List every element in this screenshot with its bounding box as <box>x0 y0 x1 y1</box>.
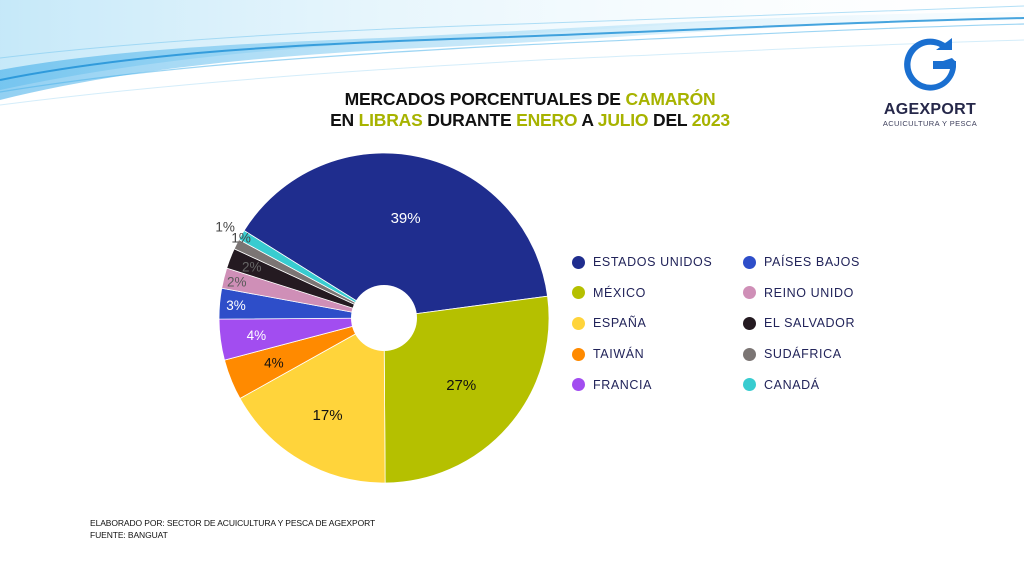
footer-source: FUENTE: BANGUAT <box>90 530 168 540</box>
legend-item: ESTADOS UNIDOS <box>572 255 712 269</box>
legend-item: CANADÁ <box>743 378 820 392</box>
legend-swatch <box>572 286 585 300</box>
legend-label: FRANCIA <box>593 377 653 392</box>
chart-title-line-2: EN LIBRAS DURANTE ENERO A JULIO DEL 2023 <box>300 110 760 131</box>
pie-data-label: 3% <box>226 298 246 313</box>
legend-swatch <box>572 255 585 269</box>
logo-tagline: ACUICULTURA Y PESCA <box>882 119 978 128</box>
legend-item: REINO UNIDO <box>743 286 854 300</box>
pie-data-label: 39% <box>391 210 421 227</box>
pie-data-label: 17% <box>313 407 343 424</box>
legend-swatch <box>743 316 756 330</box>
title-part: EN <box>330 110 359 130</box>
title-highlight: LIBRAS <box>358 110 423 130</box>
legend-swatch <box>743 347 756 361</box>
pie-data-label: 4% <box>264 356 284 371</box>
chart-title: MERCADOS PORCENTUALES DE CAMARÓN EN LIBR… <box>300 89 760 131</box>
legend-item: FRANCIA <box>572 378 652 392</box>
legend-swatch <box>743 255 756 269</box>
legend-label: REINO UNIDO <box>764 285 854 300</box>
pie-data-label: 1% <box>215 220 235 235</box>
pie-slice <box>243 152 549 319</box>
legend-swatch <box>743 378 756 392</box>
header-wave-decoration <box>0 0 1024 106</box>
legend-item: TAIWÁN <box>572 347 644 361</box>
legend-item: EL SALVADOR <box>743 316 855 330</box>
title-highlight: 2023 <box>691 110 730 130</box>
legend-label: TAIWÁN <box>593 347 645 362</box>
footer: ELABORADO POR: SECTOR DE ACUICULTURA Y P… <box>90 517 375 541</box>
pie-slice <box>239 317 386 484</box>
legend-item: PAÍSES BAJOS <box>743 255 860 269</box>
pie-data-label: 27% <box>446 377 476 394</box>
pie-center-hole <box>351 285 417 351</box>
legend-item: ESPAÑA <box>572 316 646 330</box>
legend-label: CANADÁ <box>764 377 820 392</box>
title-part: DEL <box>648 110 692 130</box>
legend-label: ESPAÑA <box>593 316 647 331</box>
chart-title-line-1: MERCADOS PORCENTUALES DE CAMARÓN <box>300 89 760 110</box>
title-part: A <box>577 110 598 130</box>
title-highlight: ENERO <box>516 110 578 130</box>
pie-slice <box>383 295 550 484</box>
pie-data-label: 2% <box>242 260 262 275</box>
logo-name: AGEXPORT <box>883 101 977 118</box>
legend-label: PAÍSES BAJOS <box>764 255 860 269</box>
legend-label: MÉXICO <box>593 285 646 300</box>
agexport-g-logo-icon <box>904 38 956 91</box>
legend-label: SUDÁFRICA <box>764 347 842 362</box>
pie-data-label: 2% <box>227 274 247 289</box>
title-highlight: JULIO <box>597 110 649 130</box>
agexport-logo: AGEXPORT ACUICULTURA Y PESCA <box>880 36 980 128</box>
legend-item: SUDÁFRICA <box>743 347 842 361</box>
legend-swatch <box>572 316 585 330</box>
pie-data-label: 4% <box>247 328 267 343</box>
title-part: DURANTE <box>422 110 517 130</box>
title-highlight: CAMARÓN <box>625 89 716 109</box>
legend-swatch <box>572 347 585 361</box>
legend-label: EL SALVADOR <box>764 316 856 331</box>
legend-label: ESTADOS UNIDOS <box>593 255 713 269</box>
legend-item: MÉXICO <box>572 286 646 300</box>
legend-swatch <box>743 286 756 300</box>
title-part: MERCADOS PORCENTUALES DE <box>344 89 626 109</box>
pie-slice <box>238 230 385 319</box>
pie-data-label: 1% <box>231 230 251 245</box>
legend-swatch <box>572 378 585 392</box>
footer-credit: ELABORADO POR: SECTOR DE ACUICULTURA Y P… <box>90 518 376 528</box>
